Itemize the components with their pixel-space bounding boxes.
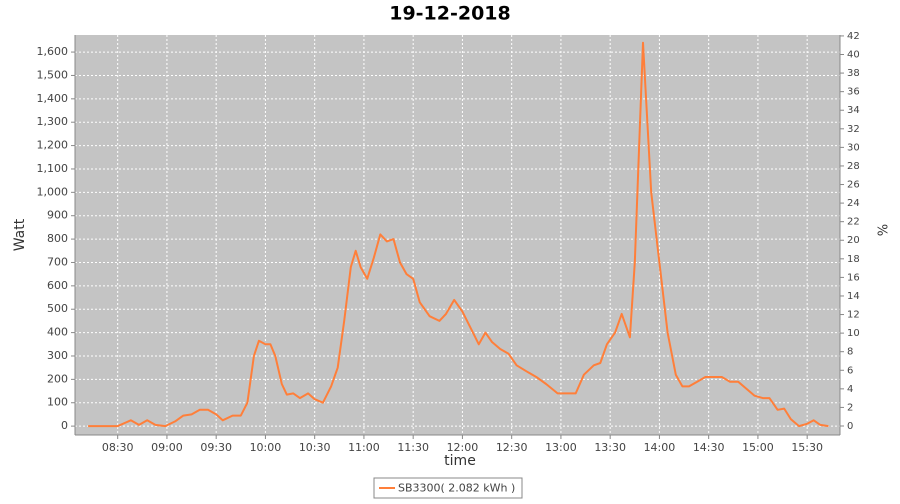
y2-tick-label: 26 bbox=[847, 180, 860, 191]
y-tick-label: 0 bbox=[61, 419, 68, 432]
y-tick-label: 700 bbox=[47, 255, 68, 268]
chart-title: 19-12-2018 bbox=[389, 3, 511, 25]
y-tick-label: 1,600 bbox=[37, 45, 69, 58]
y2-tick-label: 6 bbox=[847, 365, 853, 376]
y2-tick-label: 20 bbox=[847, 235, 860, 246]
y-tick-label: 500 bbox=[47, 302, 68, 315]
y-tick-label: 200 bbox=[47, 372, 68, 385]
y-tick-label: 900 bbox=[47, 209, 68, 222]
y-tick-label: 300 bbox=[47, 349, 68, 362]
x-tick-label: 14:30 bbox=[693, 441, 725, 454]
y-tick-label: 1,300 bbox=[37, 115, 69, 128]
x-tick-label: 12:00 bbox=[447, 441, 479, 454]
y2-tick-label: 14 bbox=[847, 291, 860, 302]
y2-tick-label: 36 bbox=[847, 87, 860, 98]
x-tick-label: 11:30 bbox=[397, 441, 429, 454]
y2-tick-label: 30 bbox=[847, 142, 860, 153]
y2-tick-label: 18 bbox=[847, 254, 860, 265]
y2-tick-label: 8 bbox=[847, 347, 853, 358]
plot-area bbox=[75, 35, 840, 435]
y-tick-label: 1,200 bbox=[37, 139, 69, 152]
y2-tick-label: 42 bbox=[847, 31, 860, 42]
y2-tick-label: 2 bbox=[847, 402, 853, 413]
y-tick-label: 600 bbox=[47, 279, 68, 292]
x-tick-label: 15:30 bbox=[791, 441, 823, 454]
y2-tick-label: 32 bbox=[847, 124, 860, 135]
x-tick-label: 11:00 bbox=[348, 441, 380, 454]
x-tick-label: 14:00 bbox=[644, 441, 676, 454]
y2-tick-label: 0 bbox=[847, 421, 853, 432]
series-line bbox=[88, 41, 829, 428]
y2-tick-label: 28 bbox=[847, 161, 860, 172]
y-tick-label: 1,500 bbox=[37, 68, 69, 81]
y2-tick-label: 16 bbox=[847, 272, 860, 283]
y-tick-label: 800 bbox=[47, 232, 68, 245]
y-axis-label: Watt bbox=[12, 218, 28, 251]
y2-tick-label: 22 bbox=[847, 217, 860, 228]
y2-tick-label: 4 bbox=[847, 384, 853, 395]
y2-axis-label: % bbox=[874, 224, 889, 236]
x-tick-label: 10:00 bbox=[250, 441, 282, 454]
x-tick-label: 12:30 bbox=[496, 441, 528, 454]
y2-tick-label: 38 bbox=[847, 68, 860, 79]
x-tick-label: 10:30 bbox=[299, 441, 331, 454]
y-tick-label: 1,000 bbox=[37, 185, 69, 198]
y-tick-label: 400 bbox=[47, 326, 68, 339]
x-axis-label: time bbox=[444, 453, 476, 469]
y2-tick-label: 24 bbox=[847, 198, 860, 209]
y-tick-label: 1,100 bbox=[37, 162, 69, 175]
y2-tick-label: 10 bbox=[847, 328, 860, 339]
y-tick-label: 1,400 bbox=[37, 92, 69, 105]
y2-tick-label: 34 bbox=[847, 105, 860, 116]
y2-tick-label: 12 bbox=[847, 310, 860, 321]
x-tick-label: 08:30 bbox=[102, 441, 134, 454]
legend bbox=[373, 477, 523, 499]
legend-label: SB3300( 2.082 kWh ) bbox=[398, 482, 515, 495]
x-tick-label: 09:30 bbox=[200, 441, 232, 454]
x-tick-label: 13:00 bbox=[545, 441, 577, 454]
x-tick-label: 15:00 bbox=[742, 441, 774, 454]
y-tick-label: 100 bbox=[47, 396, 68, 409]
x-tick-label: 09:00 bbox=[151, 441, 183, 454]
x-tick-label: 13:30 bbox=[594, 441, 626, 454]
y2-tick-label: 40 bbox=[847, 50, 860, 61]
